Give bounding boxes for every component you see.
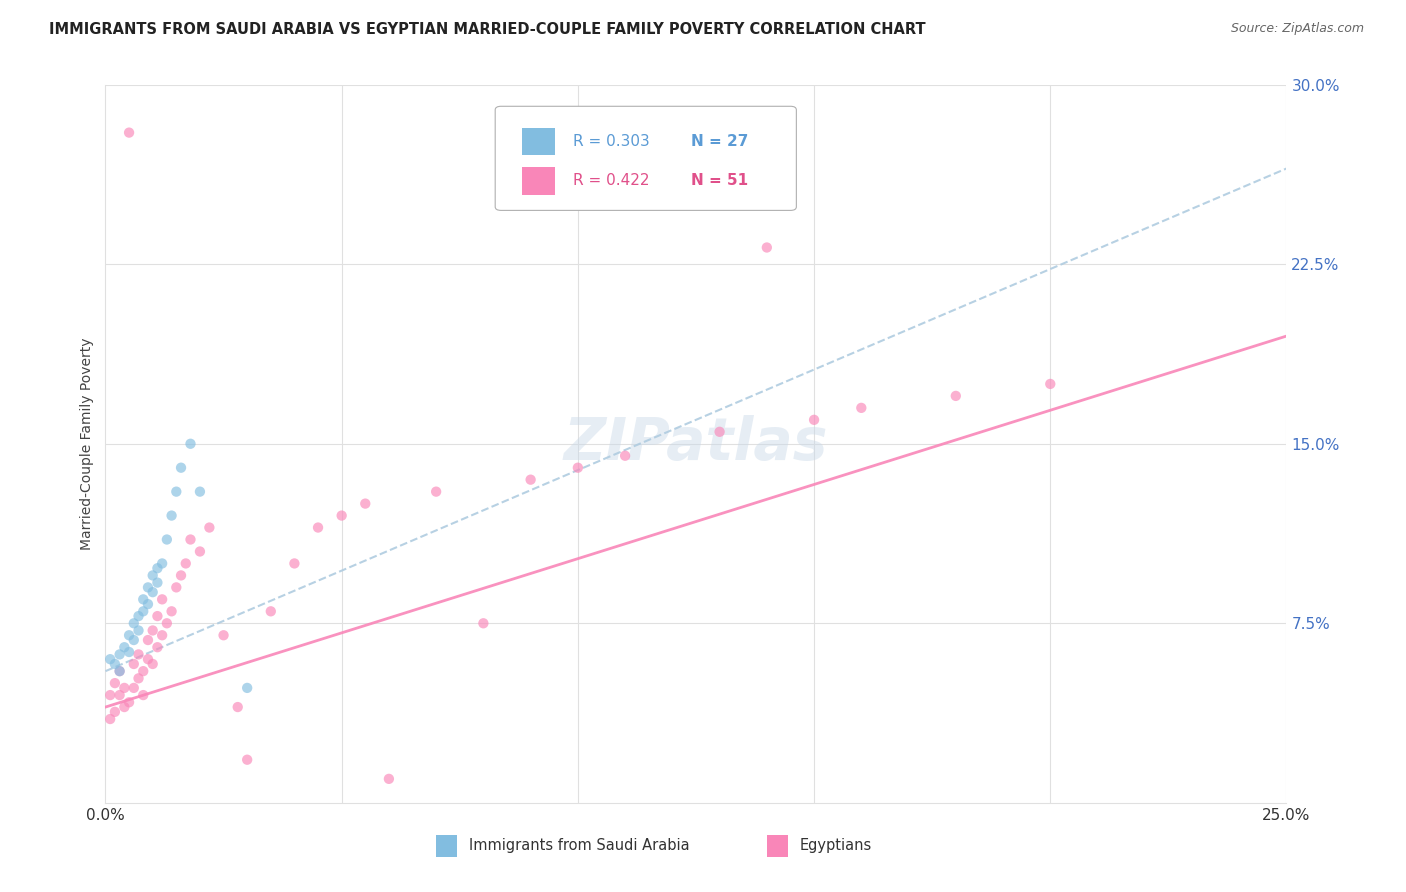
Point	[354, 497, 377, 511]
Point	[142, 624, 165, 638]
Point	[146, 609, 169, 624]
Point	[260, 604, 283, 618]
Point	[1039, 376, 1062, 391]
Point	[165, 581, 187, 595]
Point	[307, 520, 329, 534]
Point	[425, 484, 447, 499]
Point	[132, 604, 155, 618]
Point	[128, 648, 150, 662]
Point	[98, 688, 121, 702]
Point	[150, 592, 173, 607]
Point	[136, 652, 159, 666]
Point	[118, 628, 141, 642]
Point	[945, 389, 967, 403]
Point	[132, 688, 155, 702]
Text: Egyptians: Egyptians	[800, 838, 872, 854]
Point	[128, 624, 150, 638]
Point	[122, 633, 145, 648]
Point	[519, 473, 541, 487]
Point	[122, 616, 145, 631]
Point	[136, 633, 159, 648]
FancyBboxPatch shape	[523, 128, 555, 155]
Text: IMMIGRANTS FROM SAUDI ARABIA VS EGYPTIAN MARRIED-COUPLE FAMILY POVERTY CORRELATI: IMMIGRANTS FROM SAUDI ARABIA VS EGYPTIAN…	[49, 22, 925, 37]
FancyBboxPatch shape	[436, 835, 457, 856]
Text: Immigrants from Saudi Arabia: Immigrants from Saudi Arabia	[470, 838, 690, 854]
Point	[378, 772, 401, 786]
Point	[118, 645, 141, 659]
Point	[236, 753, 259, 767]
Point	[142, 657, 165, 671]
Point	[108, 648, 131, 662]
Point	[803, 413, 825, 427]
Point	[212, 628, 235, 642]
Point	[112, 681, 135, 695]
Point	[118, 126, 141, 140]
Point	[146, 575, 169, 590]
Point	[150, 628, 173, 642]
Point	[170, 568, 193, 582]
Point	[188, 484, 211, 499]
Point	[755, 240, 778, 254]
Point	[614, 449, 637, 463]
Point	[142, 568, 165, 582]
Point	[136, 597, 159, 611]
Point	[188, 544, 211, 558]
Text: Source: ZipAtlas.com: Source: ZipAtlas.com	[1230, 22, 1364, 36]
Point	[472, 616, 495, 631]
Point	[226, 700, 249, 714]
Text: R = 0.303: R = 0.303	[574, 134, 650, 149]
Point	[160, 508, 183, 523]
Text: R = 0.422: R = 0.422	[574, 173, 650, 188]
Point	[165, 484, 187, 499]
Point	[709, 425, 731, 439]
Point	[283, 557, 305, 571]
Point	[156, 616, 179, 631]
Point	[132, 664, 155, 678]
Point	[108, 664, 131, 678]
FancyBboxPatch shape	[523, 168, 555, 194]
Point	[104, 705, 127, 719]
Point	[567, 460, 589, 475]
Point	[142, 585, 165, 599]
Text: N = 27: N = 27	[692, 134, 748, 149]
Point	[108, 688, 131, 702]
Point	[146, 640, 169, 655]
FancyBboxPatch shape	[766, 835, 789, 856]
Point	[118, 695, 141, 709]
Point	[174, 557, 197, 571]
Point	[128, 671, 150, 685]
Point	[122, 681, 145, 695]
Point	[198, 520, 221, 534]
Point	[170, 460, 193, 475]
Point	[146, 561, 169, 575]
Point	[150, 557, 173, 571]
Point	[236, 681, 259, 695]
Point	[136, 581, 159, 595]
FancyBboxPatch shape	[495, 106, 796, 211]
Point	[98, 712, 121, 726]
Point	[330, 508, 353, 523]
Y-axis label: Married-Couple Family Poverty: Married-Couple Family Poverty	[80, 337, 94, 550]
Point	[112, 640, 135, 655]
Point	[98, 652, 121, 666]
Point	[104, 657, 127, 671]
Point	[179, 533, 201, 547]
Point	[104, 676, 127, 690]
Point	[112, 700, 135, 714]
Point	[179, 436, 201, 450]
Point	[851, 401, 873, 415]
Point	[122, 657, 145, 671]
Point	[156, 533, 179, 547]
Text: N = 51: N = 51	[692, 173, 748, 188]
Point	[128, 609, 150, 624]
Point	[160, 604, 183, 618]
Point	[108, 664, 131, 678]
Text: ZIPatlas: ZIPatlas	[564, 416, 828, 472]
Point	[132, 592, 155, 607]
